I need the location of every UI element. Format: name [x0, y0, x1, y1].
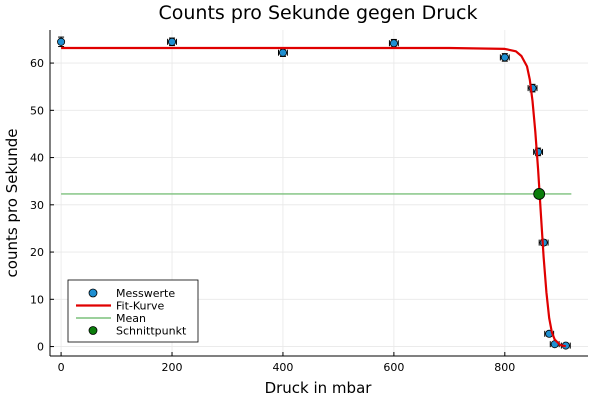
legend-label: Schnittpunkt [116, 325, 187, 338]
marker [389, 39, 398, 48]
legend-swatch [88, 288, 98, 298]
fit-curve [61, 46, 567, 348]
data-point-messwerte [388, 38, 399, 48]
data-point-messwerte [549, 340, 560, 349]
y-tick-label: 30 [30, 199, 44, 212]
legend-item: Schnittpunkt [88, 325, 187, 338]
legend-swatch [88, 326, 98, 335]
legend-label: Mean [116, 312, 146, 325]
x-tick-label: 400 [272, 361, 293, 374]
legend-item: Mean [76, 312, 146, 325]
marker [500, 53, 509, 62]
legend-label: Messwerte [116, 287, 175, 300]
y-tick-label: 10 [30, 293, 44, 306]
x-tick-label: 600 [383, 361, 404, 374]
legend-item: Fit-Kurve [76, 300, 165, 313]
y-tick-labels: 0 10 20 30 40 50 60 [30, 57, 44, 353]
y-tick-label: 40 [30, 152, 44, 165]
legend-label: Fit-Kurve [116, 300, 165, 313]
x-tick-label: 200 [162, 361, 183, 374]
marker [278, 48, 287, 57]
axes [49, 30, 588, 357]
y-tick-label: 60 [30, 57, 44, 70]
x-tick-label: 0 [58, 361, 65, 374]
y-tick-label: 0 [37, 341, 44, 354]
y-tick-label: 50 [30, 104, 44, 117]
x-tick-label: 800 [494, 361, 515, 374]
data-point-messwerte [167, 37, 177, 47]
y-axis-label: counts pro Sekunde [3, 129, 21, 278]
chart-title: Counts pro Sekunde gegen Druck [158, 2, 477, 24]
legend-item: Messwerte [88, 287, 175, 300]
data-point-messwerte [278, 48, 288, 57]
data-point-messwerte [57, 36, 66, 48]
data-point-messwerte [499, 53, 510, 62]
plot-marks [57, 36, 572, 350]
marker [168, 37, 177, 46]
data-point-messwerte [527, 83, 538, 93]
x-axis-label: Druck in mbar [265, 379, 373, 397]
y-tick-label: 20 [30, 246, 44, 259]
x-tick-labels: 0 200 400 600 800 [58, 361, 516, 374]
schnittpunkt-marker [533, 188, 546, 200]
marker [57, 37, 66, 46]
